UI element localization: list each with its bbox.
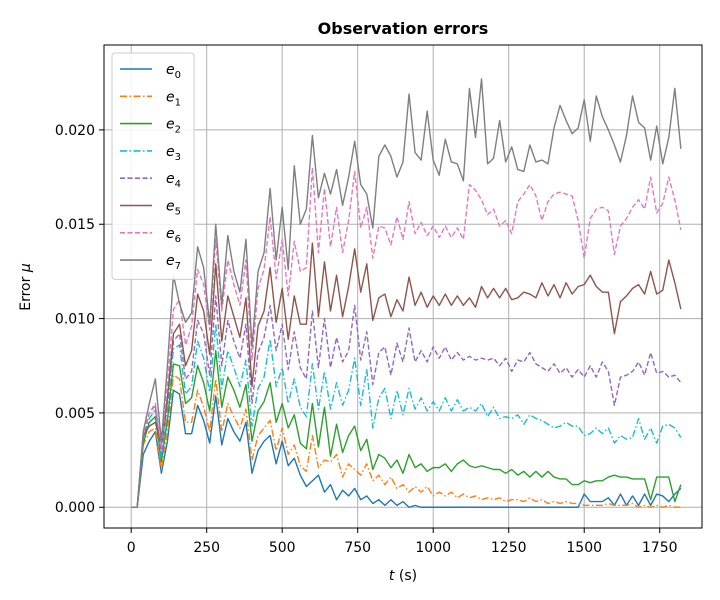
y-tick-label-4: 0.020 xyxy=(55,123,95,139)
x-tick-label-1: 250 xyxy=(193,540,220,556)
series-line-e1 xyxy=(131,374,681,508)
legend-label-e7: e7 xyxy=(166,253,181,272)
legend-label-e1: e1 xyxy=(166,89,181,108)
legend-label-e5: e5 xyxy=(166,199,181,218)
x-axis: 0 250 500 750 1000 1250 1500 1750 xyxy=(127,528,678,556)
series-line-e0 xyxy=(131,389,682,508)
legend-label-e3: e3 xyxy=(166,144,181,163)
x-tick-label-4: 1000 xyxy=(415,540,451,556)
grid xyxy=(104,45,702,528)
chart-title: Observation errors xyxy=(318,19,489,38)
series-line-e4 xyxy=(131,295,682,508)
x-tick-label-6: 1500 xyxy=(566,540,602,556)
series-line-e6 xyxy=(131,166,682,508)
legend-label-e4: e4 xyxy=(166,171,181,190)
y-tick-label-3: 0.015 xyxy=(55,217,95,233)
y-tick-label-2: 0.010 xyxy=(55,312,95,328)
y-tick-label-1: 0.005 xyxy=(55,406,95,422)
legend-label-e2: e2 xyxy=(166,117,181,136)
series-line-e2 xyxy=(131,349,682,508)
plot-frame xyxy=(103,44,703,529)
legend: e0 e1 e2 e3 e4 e5 e6 e7 xyxy=(111,52,195,280)
y-axis: 0.000 0.005 0.010 0.015 0.020 xyxy=(55,123,104,516)
y-tick-label-0: 0.000 xyxy=(55,500,95,516)
legend-label-e0: e0 xyxy=(166,62,181,81)
x-tick-label-5: 1250 xyxy=(491,540,527,556)
series-line-e5 xyxy=(131,242,682,508)
x-tick-label-3: 750 xyxy=(344,540,371,556)
x-axis-label: t (s) xyxy=(389,568,417,584)
x-tick-label-2: 500 xyxy=(269,540,296,556)
legend-box xyxy=(111,52,195,280)
legend-label-e6: e6 xyxy=(166,226,181,245)
x-tick-label-7: 1750 xyxy=(642,540,678,556)
series-line-e7 xyxy=(131,78,682,508)
series-line-e3 xyxy=(131,323,682,508)
series-group xyxy=(131,78,682,508)
y-axis-label: Error μ xyxy=(18,263,34,311)
x-tick-label-0: 0 xyxy=(127,540,136,556)
